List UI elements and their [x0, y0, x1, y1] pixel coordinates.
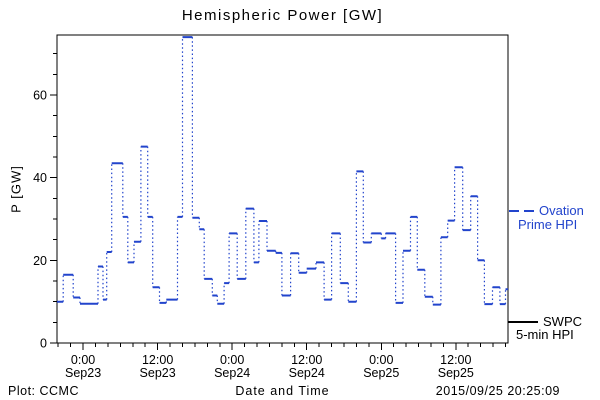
x-tick-time-label: 12:00	[142, 353, 173, 367]
x-tick-time-label: 0:00	[220, 353, 244, 367]
legend-swpc-label-1: SWPC	[543, 314, 582, 329]
legend-ovation: Ovation Prime HPI	[509, 204, 584, 231]
x-tick-date-label: Sep24	[214, 366, 250, 380]
ovation-line-swatch-icon	[524, 209, 534, 212]
x-tick-time-label: 0:00	[71, 353, 95, 367]
x-tick-time-label: 0:00	[369, 353, 393, 367]
ovation-line-swatch-icon	[509, 209, 519, 212]
swpc-line-swatch-icon	[508, 321, 538, 323]
plot-timestamp: 2015/09/25 20:25:09	[435, 384, 560, 398]
y-tick-label: 60	[33, 88, 47, 102]
y-tick-label: 20	[33, 254, 47, 268]
plot-source-label: Plot: CCMC	[8, 384, 79, 398]
legend-ovation-row1: Ovation	[509, 204, 584, 217]
x-tick-date-label: Sep24	[289, 366, 325, 380]
legend-swpc-label-2: 5-min HPI	[516, 327, 574, 342]
x-tick-date-label: Sep23	[140, 366, 176, 380]
x-tick-date-label: Sep25	[438, 366, 474, 380]
chart-title: Hemispheric Power [GW]	[181, 7, 384, 24]
ovation-step-connectors	[62, 37, 507, 305]
legend-ovation-label-1: Ovation	[539, 203, 584, 218]
x-tick-date-label: Sep25	[363, 366, 399, 380]
y-tick-label: 40	[33, 171, 47, 185]
y-axis-title: P [GW]	[8, 165, 24, 213]
y-tick-label: 0	[40, 337, 47, 351]
plot-border	[56, 34, 509, 344]
x-tick-time-label: 12:00	[440, 353, 471, 367]
x-tick-time-label: 12:00	[291, 353, 322, 367]
x-axis-title: Date and Time	[235, 384, 330, 398]
x-tick-date-label: Sep23	[65, 366, 101, 380]
ovation-step-line	[57, 36, 508, 306]
legend-ovation-label-2: Prime HPI	[518, 217, 578, 232]
